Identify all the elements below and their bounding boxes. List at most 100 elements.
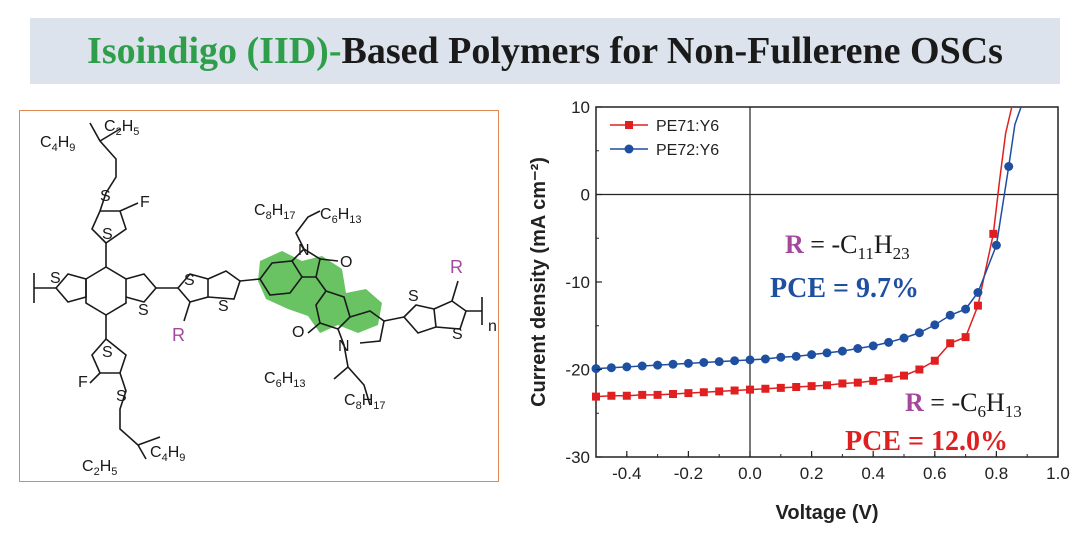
data-point	[699, 358, 709, 367]
label-o-bottom: O	[292, 324, 304, 341]
label-s-thiophene-bottom: S	[102, 344, 113, 361]
label-s-thiophene-top: S	[102, 226, 113, 243]
data-point	[776, 383, 785, 392]
label-c2h5-bottom: C2H5	[82, 458, 117, 478]
x-tick-label: -0.4	[612, 464, 641, 483]
page-title: Isoindigo (IID)-Based Polymers for Non-F…	[30, 18, 1060, 84]
label-s-side-bottom: S	[116, 388, 127, 405]
legend-marker	[625, 121, 633, 129]
title-banner: Isoindigo (IID)-Based Polymers for Non-F…	[30, 18, 1060, 84]
label-f-bottom: F	[78, 374, 88, 391]
data-point	[961, 333, 970, 342]
label-n-bottom: N	[338, 338, 350, 355]
y-tick-label: -30	[565, 448, 590, 467]
data-point	[683, 358, 693, 368]
legend-marker	[624, 144, 634, 154]
label-c8h17-bottom: C8H17	[344, 392, 386, 412]
data-point	[653, 390, 662, 399]
x-tick-label: 0.2	[800, 464, 824, 483]
y-tick-label: 10	[571, 98, 590, 117]
label-c4h9-bottom: C4H9	[150, 444, 185, 464]
data-point	[776, 352, 786, 362]
data-point	[807, 382, 816, 391]
annotation-r-label: R	[785, 230, 804, 259]
data-point	[989, 229, 998, 238]
data-point	[838, 379, 847, 388]
data-point	[714, 357, 724, 367]
structure-bonds	[33, 122, 483, 460]
label-s-tt-left-2: S	[218, 298, 229, 315]
label-s-bdt-right: S	[138, 302, 149, 319]
x-tick-label: 0.0	[738, 464, 762, 483]
data-point	[653, 360, 663, 370]
legend: PE71:Y6 PE72:Y6	[610, 118, 719, 159]
label-s-bdt-left: S	[50, 270, 61, 287]
label-n-top: N	[298, 242, 310, 259]
data-point	[973, 288, 983, 297]
structure-labels: C4H9 C2H5 S F S S S S F S C2H5 C4H9 S S …	[40, 118, 497, 478]
annotation-pce: PCE = 9.7%	[770, 273, 919, 304]
data-point	[622, 391, 631, 400]
data-point	[853, 378, 862, 387]
annotation-pce: PCE = 12.0%	[845, 426, 1008, 457]
data-point	[945, 310, 955, 320]
y-tick-label: -10	[565, 273, 590, 292]
x-tick-label: 0.4	[861, 464, 885, 483]
polymer-structure-drawing: C4H9 C2H5 S F S S S S F S C2H5 C4H9 S S …	[33, 118, 497, 478]
x-axis-title: Voltage (V)	[776, 502, 879, 524]
legend-label: PE72:Y6	[656, 142, 719, 159]
data-point	[669, 390, 677, 398]
label-r-right: R	[450, 257, 463, 277]
data-point	[991, 240, 1001, 250]
data-point	[946, 339, 955, 348]
data-point	[591, 364, 601, 374]
polymer-structure-panel: C4H9 C2H5 S F S S S S F S C2H5 C4H9 S S …	[19, 110, 499, 482]
data-point	[1004, 162, 1014, 171]
legend-label: PE71:Y6	[656, 118, 719, 135]
data-point	[730, 386, 739, 395]
label-c6h13-top: C6H13	[320, 206, 362, 226]
data-point	[638, 390, 647, 399]
isoindigo-highlight	[258, 251, 382, 333]
data-point	[930, 320, 940, 330]
data-point	[900, 371, 908, 380]
label-s-tt-right-2: S	[452, 326, 463, 343]
data-point	[746, 385, 754, 394]
x-tick-label: 0.6	[923, 464, 947, 483]
data-point	[715, 387, 724, 396]
label-c8h17-top: C8H17	[254, 202, 296, 222]
label-s-tt-right-1: S	[408, 288, 419, 305]
data-point	[607, 391, 616, 400]
reference-lines	[596, 107, 1058, 457]
x-tick-label: 1.0	[1046, 464, 1070, 483]
label-c6h13-bottom: C6H13	[264, 370, 306, 390]
data-point	[792, 383, 801, 391]
data-point	[899, 333, 909, 343]
data-point	[668, 359, 678, 369]
data-point	[914, 328, 924, 338]
title-highlight: Isoindigo (IID)-	[87, 30, 342, 72]
data-point	[930, 356, 939, 365]
y-tick-label: 0	[581, 186, 590, 205]
annotation-r-formula: R = -C11H23	[785, 230, 910, 263]
jv-curve-chart: -0.4 -0.2 0.0 0.2 0.4 0.6 0.8 1.0 10 0 -10 -20 -30 Vo…	[528, 98, 1070, 524]
annotation-r-formula: R = -C6H13	[905, 388, 1022, 421]
data-point	[730, 356, 740, 366]
data-point	[822, 348, 832, 358]
axes: -0.4 -0.2 0.0 0.2 0.4 0.6 0.8 1.0 10 0 -10 -20 -30 Vo…	[528, 98, 1070, 524]
data-point	[684, 389, 693, 398]
label-f-top: F	[140, 194, 150, 211]
data-point	[853, 344, 863, 353]
data-point	[915, 365, 924, 374]
data-point	[637, 361, 647, 371]
series-1	[592, 106, 1013, 401]
series-2	[591, 106, 1022, 374]
data-point	[622, 362, 632, 372]
title-rest: Based Polymers for Non-Fullerene OSCs	[341, 30, 1003, 72]
data-point	[837, 346, 847, 356]
data-point	[606, 363, 616, 373]
data-point	[761, 384, 770, 393]
data-point	[760, 354, 770, 364]
x-tick-label: 0.8	[985, 464, 1009, 483]
data-point	[699, 388, 708, 397]
